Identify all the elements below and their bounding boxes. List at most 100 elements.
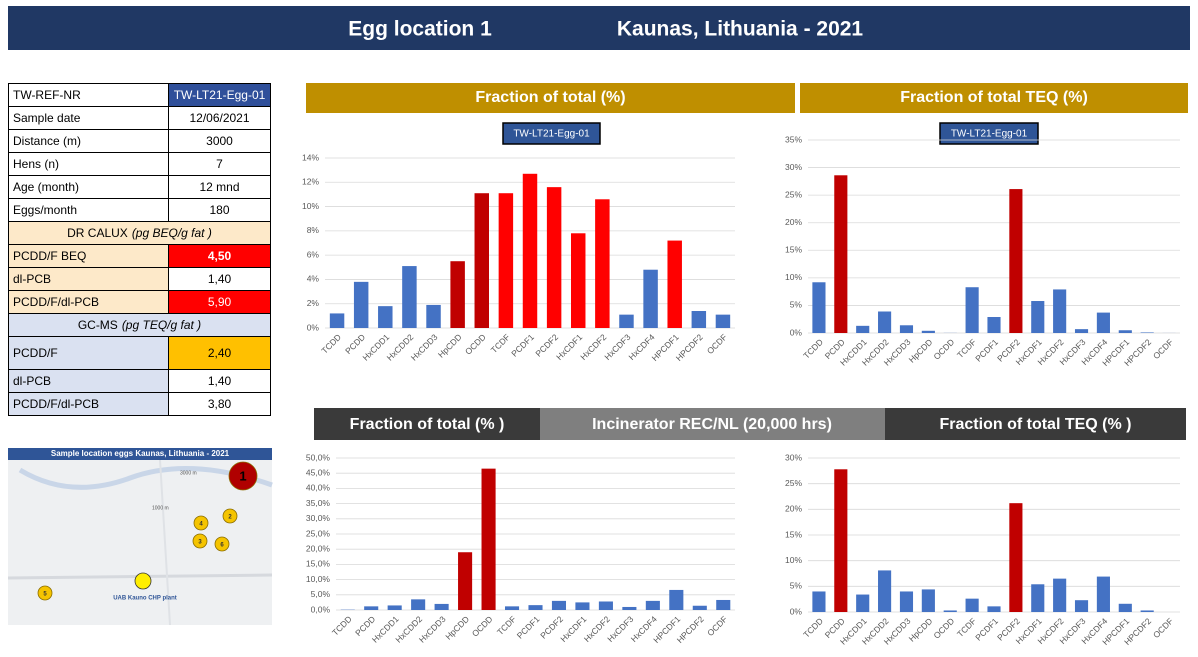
- y-tick-label: 35%: [785, 134, 802, 144]
- row-value: 1,40: [169, 370, 271, 392]
- y-tick-label: 10%: [302, 201, 319, 211]
- y-tick-label: 15,0%: [306, 559, 331, 569]
- y-tick-label: 25,0%: [306, 528, 331, 538]
- map: Sample location eggs Kaunas, Lithuania -…: [7, 448, 273, 626]
- table-row: GC-MS (pg TEQ/g fat ): [9, 314, 271, 337]
- series-label-box: [502, 122, 601, 145]
- table-row: Eggs/month 180: [9, 199, 271, 222]
- map-marker-label: 6: [220, 543, 224, 549]
- x-tick-label: HpCDD: [436, 332, 464, 360]
- table-row: Distance (m) 3000: [9, 130, 271, 153]
- x-tick-label: OCDF: [705, 332, 729, 356]
- map-marker: [228, 461, 258, 491]
- map-marker-label: 1: [239, 468, 246, 483]
- bar: [622, 606, 637, 610]
- plant-label: UAB Kauno CHP plant: [113, 596, 177, 602]
- map-bg: [8, 448, 272, 625]
- x-tick-label: TCDD: [330, 614, 354, 638]
- bar: [426, 304, 441, 328]
- section-unit: (pg BEQ/g fat ): [131, 226, 212, 240]
- bar: [1140, 332, 1154, 333]
- bar: [1096, 312, 1110, 333]
- bar: [571, 233, 586, 328]
- y-tick-label: 0%: [790, 327, 803, 337]
- y-tick-label: 0,0%: [311, 604, 331, 614]
- y-tick-label: 12%: [302, 177, 319, 187]
- x-tick-label: OCDD: [931, 616, 956, 641]
- bar: [987, 606, 1001, 612]
- section-unit: (pg TEQ/g fat ): [121, 318, 202, 332]
- row-value: 2,40: [169, 337, 271, 369]
- bar: [378, 306, 393, 328]
- bar: [878, 311, 892, 333]
- x-tick-label: OCDF: [705, 614, 729, 638]
- bar: [434, 603, 449, 610]
- x-tick-label: OCDD: [463, 332, 488, 357]
- x-tick-label: HpCDD: [443, 614, 471, 642]
- x-tick-label: TCDD: [319, 332, 343, 356]
- bar: [965, 598, 979, 612]
- chart-title: Fraction of total TEQ (% ): [940, 416, 1132, 433]
- row-label: Age (month): [9, 176, 169, 198]
- bar: [856, 325, 870, 333]
- river: [18, 466, 273, 490]
- bar: [595, 199, 610, 328]
- x-tick-label: TCDD: [801, 337, 825, 361]
- map-marker: [214, 536, 230, 552]
- map-title-bar: [8, 448, 272, 460]
- row-label: dl-PCB: [9, 268, 169, 290]
- x-tick-label: HpCDD: [907, 616, 935, 644]
- chart-title: Fraction of total (% ): [350, 416, 505, 433]
- bar: [834, 175, 848, 333]
- bar: [856, 594, 870, 612]
- section-name: GC-MS: [77, 318, 118, 332]
- bar: [899, 325, 914, 333]
- map-marker: [222, 508, 238, 524]
- bar: [812, 282, 826, 333]
- bar: [667, 240, 682, 328]
- row-label: PCDD/F: [9, 337, 169, 369]
- bar: [1140, 610, 1154, 612]
- row-value: 3,80: [169, 393, 271, 415]
- bar: [411, 599, 426, 610]
- bar: [498, 193, 514, 328]
- bar: [921, 589, 935, 612]
- bar: [1053, 578, 1067, 612]
- bar: [691, 311, 707, 328]
- y-tick-label: 45,0%: [306, 467, 331, 477]
- row-label: Distance (m): [9, 130, 169, 152]
- y-tick-label: 4%: [307, 274, 320, 284]
- row-value: 180: [169, 199, 271, 221]
- section-banner-text: Incinerator REC/NL (20,000 hrs): [592, 416, 832, 433]
- y-tick-label: 25%: [785, 189, 802, 199]
- row-label: PCDD/F/dl-PCB: [9, 393, 169, 415]
- y-tick-label: 10,0%: [306, 574, 331, 584]
- bar: [878, 570, 892, 612]
- bar: [1096, 576, 1110, 612]
- bar: [692, 605, 707, 610]
- bar: [504, 606, 520, 610]
- section-cell: GC-MS (pg TEQ/g fat ): [9, 314, 271, 336]
- bar: [1031, 584, 1045, 612]
- row-value: 1,40: [169, 268, 271, 290]
- bar: [481, 468, 496, 610]
- bar: [450, 261, 465, 328]
- series-label: TW-LT21-Egg-01: [513, 129, 590, 140]
- x-tick-label: HxCDD3: [409, 332, 440, 363]
- y-tick-label: 50,0%: [306, 452, 331, 462]
- table-row: PCDD/F 2,40: [9, 337, 271, 370]
- bar: [364, 606, 379, 610]
- bar: [899, 591, 914, 612]
- table-row: Age (month) 12 mnd: [9, 176, 271, 199]
- chart-banner: [314, 408, 540, 440]
- y-tick-label: 20%: [785, 504, 802, 514]
- map-marker: [193, 515, 209, 531]
- table-row: dl-PCB 1,40: [9, 370, 271, 393]
- x-tick-label: TCDD: [801, 616, 825, 640]
- x-tick-label: OCDD: [470, 614, 495, 639]
- y-tick-label: 30,0%: [306, 513, 331, 523]
- row-value: 12 mnd: [169, 176, 271, 198]
- table-row: PCDD/F/dl-PCB 5,90: [9, 291, 271, 314]
- bar: [1009, 503, 1023, 612]
